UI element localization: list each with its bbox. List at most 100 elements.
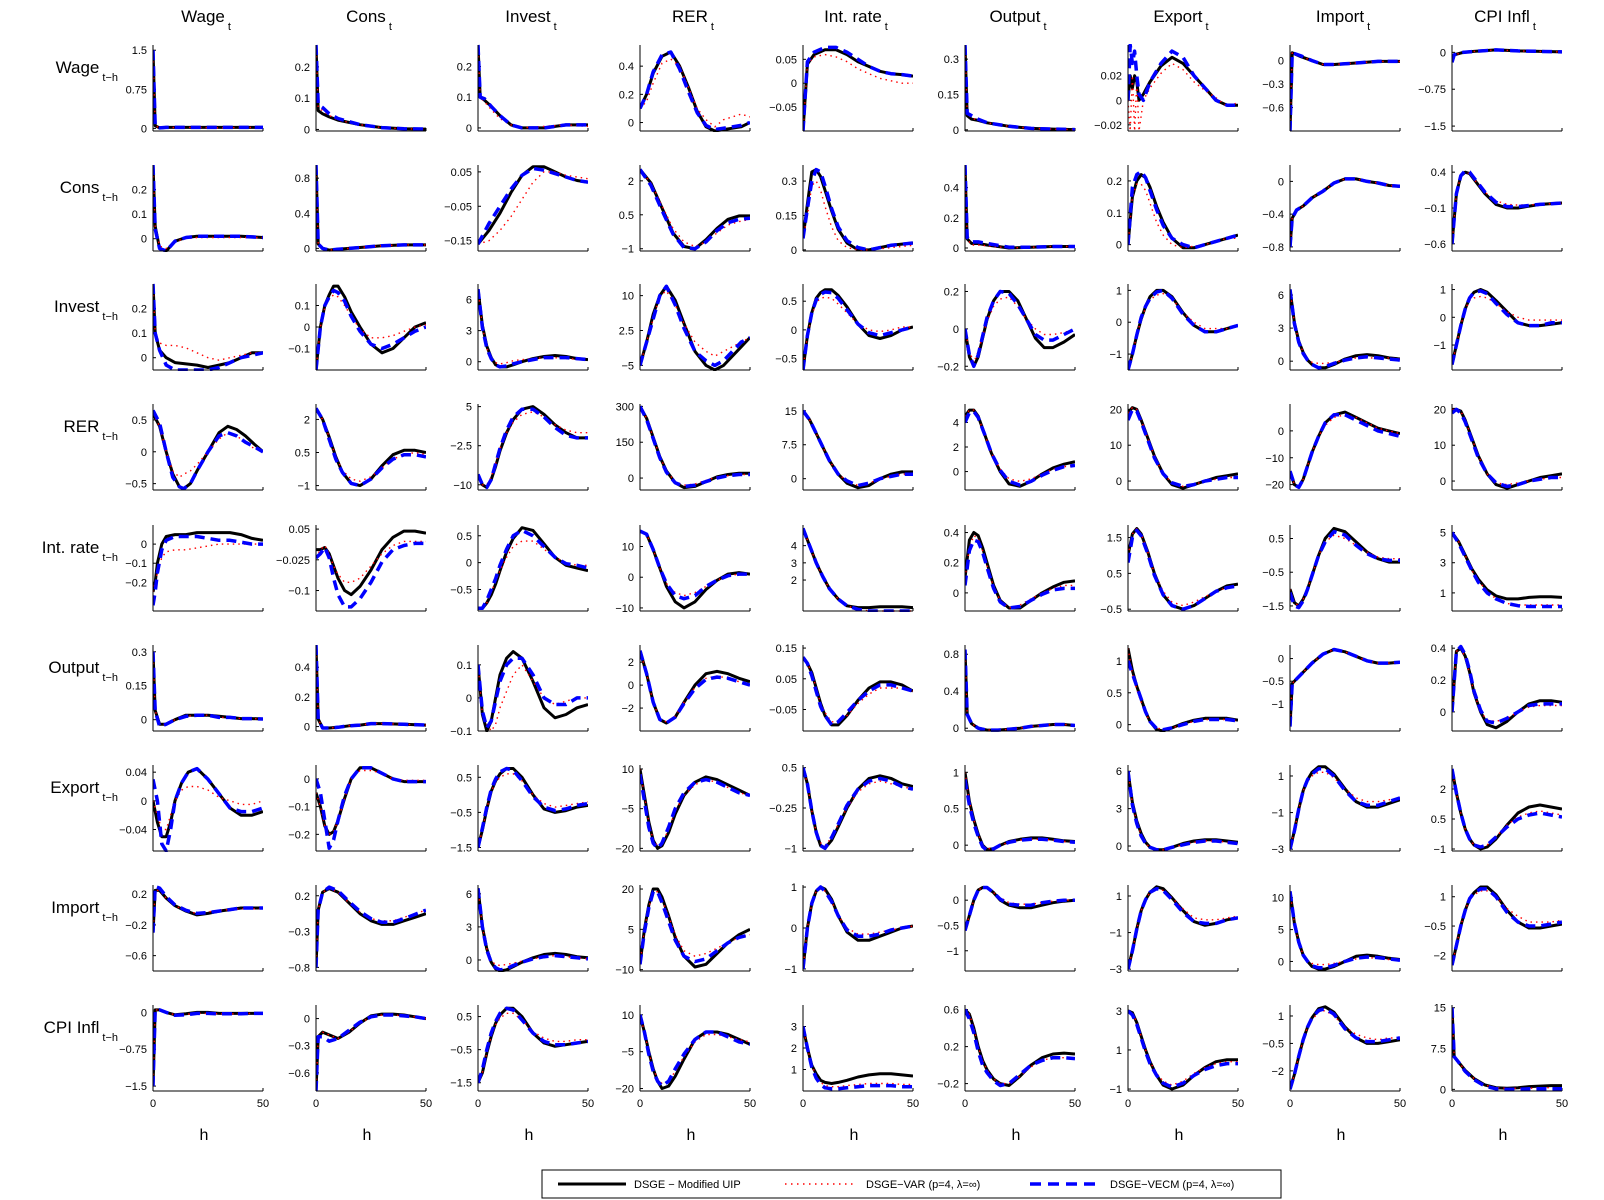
y-tick-label: −1 (784, 843, 797, 855)
panel: 0.04 0 −0.04 (119, 765, 264, 852)
y-tick-label: 2.5 (619, 325, 634, 337)
panel: 1 −1 −3 (1271, 765, 1401, 856)
y-tick-label: 0.1 (295, 301, 310, 313)
series-var-line (478, 773, 588, 848)
y-tick-label: 0 (1440, 476, 1446, 488)
series-vecm-line (1290, 1006, 1400, 1090)
y-tick-label: −0.1 (288, 344, 310, 356)
series-vecm-line (1290, 289, 1400, 370)
row-title-label: Int. rate (42, 538, 100, 557)
y-tick-label: −3 (1109, 964, 1122, 976)
row-title: RERt−h (63, 417, 118, 443)
y-tick-label: 3 (1278, 323, 1284, 335)
y-tick-label: 10 (622, 542, 634, 554)
y-tick-label: −0.2 (125, 920, 147, 932)
y-tick-label: −20 (615, 843, 634, 855)
series-dsge-line (640, 168, 750, 251)
y-tick-label: 0 (953, 467, 959, 479)
series-var-line (803, 656, 913, 723)
y-tick-label: 0 (791, 923, 797, 935)
panel: 0.5 −0.5 −1.50 50 (450, 1005, 594, 1110)
panel-grid: 1.50.7500.20.100.20.100.40.200.050−0.050… (119, 44, 1568, 1110)
y-tick-label: 4 (791, 541, 797, 553)
y-tick-label: 0.05 (776, 674, 797, 686)
y-tick-label: 0 (1116, 476, 1122, 488)
y-tick-label: −10 (1265, 453, 1284, 465)
series-dsge-line (1290, 177, 1400, 248)
series-vecm-line (965, 779, 1075, 852)
y-tick-label: 0 (791, 245, 797, 257)
panel: 0.2 0.1 0 (457, 44, 589, 135)
series-vecm-line (1128, 169, 1238, 250)
series-var-line (1128, 183, 1238, 249)
series-var-line (1128, 888, 1238, 970)
series-vecm-line (1128, 528, 1238, 611)
panel: 0.8 0.4 0 (944, 645, 1076, 735)
series-var-line (153, 283, 263, 361)
series-var-line (1128, 62, 1238, 132)
y-tick-label: 0.4 (1431, 167, 1446, 179)
y-tick-label: 0 (466, 558, 472, 570)
series-dsge-line (1290, 410, 1400, 489)
panel: 0.5 −0.5 −1.5 (450, 765, 589, 854)
panel: 0.4 0.2 0 (619, 45, 751, 132)
panel: 3 2 1 0 50 (791, 1005, 919, 1110)
series-dsge-line (640, 887, 750, 969)
series-dsge-line (153, 767, 263, 839)
y-tick-label: −0.25 (769, 803, 797, 815)
x-tick-label: 50 (582, 1098, 594, 1110)
panel: 0.2 0.1 0 (132, 164, 264, 252)
series-vecm-line (965, 1008, 1075, 1088)
panel: 15 7.5 00 50 (1431, 1003, 1568, 1110)
panel: 0 −0.75 −1.5 (1418, 45, 1563, 133)
legend-label-dsge: DSGE − Modified UIP (634, 1179, 741, 1191)
panel: 0 −0.3 −0.6 0 50 (288, 1005, 432, 1110)
y-tick-label: 0 (1116, 317, 1122, 329)
y-tick-label: 0 (304, 774, 310, 786)
panel: 10 0 −10 (615, 525, 751, 615)
y-tick-label: 0 (628, 680, 634, 692)
y-tick-label: −0.04 (119, 825, 147, 837)
panel: 4 3 2 (791, 525, 914, 612)
y-tick-label: −0.05 (444, 201, 472, 213)
panel: 0.6 0.2 −0.20 50 (937, 1005, 1081, 1110)
y-tick-label: 0 (141, 796, 147, 808)
column-title: Outputt (989, 7, 1046, 33)
series-dsge-line (1128, 55, 1238, 107)
panel: 5 −2.5 −10 (450, 402, 589, 492)
y-tick-label: −0.8 (288, 962, 310, 974)
legend-label-vecm: DSGE−VECM (p=4, λ=∞) (1110, 1179, 1234, 1191)
y-tick-label: −1.5 (1424, 121, 1446, 133)
panel: 0.05 −0.025 −0.1 (276, 524, 427, 612)
y-tick-label: 0 (953, 840, 959, 852)
y-tick-label: −0.5 (775, 354, 797, 366)
y-tick-label: 20 (622, 884, 634, 896)
y-tick-label: 3 (466, 922, 472, 934)
series-vecm-line (640, 1014, 750, 1088)
x-tick-label: 0 (962, 1098, 968, 1110)
series-dsge-line (478, 44, 588, 130)
row-title: Const−h (60, 178, 118, 204)
y-tick-label: 3 (791, 1022, 797, 1034)
x-tick-label: 0 (1125, 1098, 1131, 1110)
panel: 6 3 0 (466, 885, 589, 972)
y-tick-label: 5 (1278, 925, 1284, 937)
series-dsge-line (153, 531, 263, 593)
y-tick-label: −0.05 (769, 705, 797, 717)
panel: 0.3 0.15 0 (938, 44, 1076, 137)
series-dsge-line (153, 888, 263, 933)
y-tick-label: −0.75 (119, 1044, 147, 1056)
y-tick-label: −1 (1433, 340, 1446, 352)
y-tick-label: 10 (1110, 440, 1122, 452)
y-tick-label: −1.5 (450, 842, 472, 854)
series-vecm-line (640, 529, 750, 601)
y-tick-label: 300 (616, 401, 634, 413)
series-vecm-line (1128, 407, 1238, 489)
series-dsge-line (803, 409, 913, 490)
y-tick-label: 0 (791, 78, 797, 90)
series-vecm-line (478, 1006, 588, 1084)
y-tick-label: 0.2 (944, 558, 959, 570)
series-dsge-line (316, 44, 426, 131)
series-dsge-line (640, 650, 750, 725)
y-tick-label: −1.5 (125, 1081, 147, 1093)
